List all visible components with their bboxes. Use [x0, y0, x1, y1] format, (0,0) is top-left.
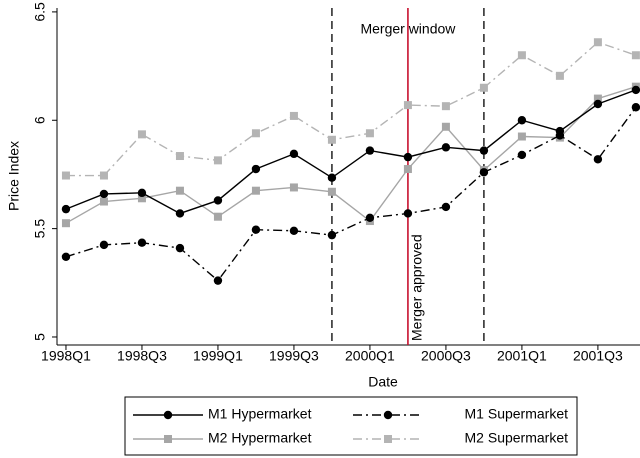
point [517, 51, 526, 60]
point [175, 243, 185, 253]
point [441, 102, 450, 111]
point [517, 116, 527, 125]
point [441, 143, 451, 152]
legend-label: M2 Supermarket [465, 430, 569, 446]
y-axis-title: Price Index [6, 141, 22, 211]
point [403, 152, 413, 162]
x-tick-label: 2000Q3 [421, 348, 471, 364]
point [365, 146, 375, 155]
point [631, 103, 640, 112]
point [99, 240, 109, 250]
x-tick-label: 1998Q3 [117, 348, 167, 364]
point [327, 135, 336, 144]
point [99, 189, 109, 199]
legend-marker [383, 410, 393, 420]
x-tick-label: 2001Q3 [573, 348, 623, 364]
point [289, 111, 298, 120]
point [479, 146, 489, 155]
point [327, 230, 337, 240]
point [631, 51, 640, 60]
point [61, 204, 71, 214]
y-tick-label: 5 [32, 333, 48, 341]
point [175, 152, 184, 161]
point [251, 225, 261, 234]
point [555, 71, 564, 80]
point [555, 126, 565, 136]
point [99, 197, 108, 206]
legend-box [124, 396, 578, 456]
point [213, 276, 223, 285]
point [61, 252, 71, 261]
point [137, 194, 146, 203]
y-tick-label: 5.5 [32, 219, 48, 239]
legend-marker [163, 410, 173, 420]
point [593, 155, 603, 164]
point [289, 149, 299, 159]
series-line [65, 89, 637, 215]
point [137, 238, 147, 247]
legend-label: M1 Supermarket [465, 406, 569, 422]
point [365, 213, 375, 222]
point [593, 99, 603, 109]
y-tick-label: 6 [32, 116, 48, 124]
point [289, 183, 298, 192]
point [99, 171, 108, 180]
point [175, 209, 185, 218]
x-tick-label: 1998Q1 [41, 348, 91, 364]
point [137, 188, 147, 198]
point [175, 186, 184, 195]
point [593, 38, 602, 47]
legend-label: M2 Hypermarket [208, 430, 312, 446]
legend-label: M1 Hypermarket [208, 406, 312, 422]
point [441, 202, 451, 212]
point [479, 168, 489, 177]
point [137, 130, 146, 139]
x-axis-title: Date [368, 374, 398, 390]
legend-marker [164, 435, 172, 443]
point [213, 196, 223, 205]
x-tick-label: 2001Q1 [497, 348, 547, 364]
point [479, 83, 488, 92]
point [213, 156, 222, 165]
point [593, 94, 602, 103]
point [517, 132, 526, 141]
y-tick-label: 6.5 [32, 2, 48, 22]
point [213, 212, 222, 221]
point [251, 164, 261, 174]
series-line [65, 106, 637, 282]
point [289, 226, 299, 235]
point [327, 173, 337, 182]
x-tick-label: 2000Q1 [345, 348, 395, 364]
point [441, 122, 450, 131]
x-tick-label: 1999Q3 [269, 348, 319, 364]
point [61, 171, 70, 180]
point [327, 187, 336, 196]
point [251, 129, 260, 138]
point [365, 129, 374, 138]
x-tick-label: 1999Q1 [193, 348, 243, 364]
point [517, 150, 527, 160]
reference-label: Merger approved [409, 234, 425, 341]
point [403, 101, 412, 110]
point [403, 165, 412, 174]
point [61, 219, 70, 228]
series-line [65, 86, 637, 224]
series-line [65, 41, 637, 177]
point [631, 85, 640, 95]
legend-marker [384, 435, 392, 443]
point [403, 209, 413, 218]
annotation: Merger window [360, 21, 456, 37]
point [251, 186, 260, 195]
